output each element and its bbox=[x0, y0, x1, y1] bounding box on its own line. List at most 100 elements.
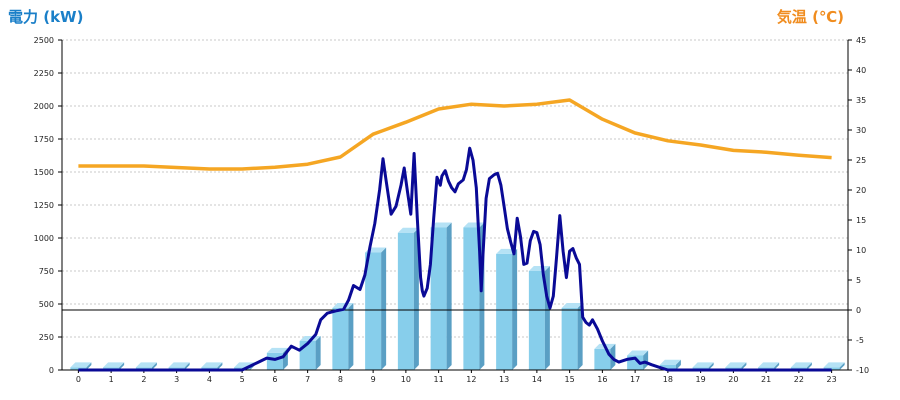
power-bar-side bbox=[119, 362, 125, 370]
power-bar bbox=[70, 362, 92, 370]
power-bar-front bbox=[266, 352, 283, 370]
power-bar-front bbox=[594, 348, 611, 370]
left-tick-label: 250 bbox=[39, 333, 54, 342]
power-bar-side bbox=[741, 362, 747, 370]
power-bar-side bbox=[643, 350, 649, 370]
x-tick-label: 12 bbox=[466, 375, 476, 384]
power-bar-front bbox=[430, 227, 447, 370]
power-bar-front bbox=[528, 271, 545, 370]
power-bar bbox=[299, 335, 321, 370]
power-bar-top bbox=[266, 347, 288, 353]
x-tick-label: 19 bbox=[696, 375, 706, 384]
power-bar bbox=[561, 302, 583, 370]
power-bar-side bbox=[184, 362, 190, 370]
power-bar-top bbox=[823, 362, 845, 368]
right-tick-label: 25 bbox=[856, 156, 866, 165]
power-bar-top bbox=[397, 227, 419, 233]
power-bar-side bbox=[348, 302, 354, 370]
left-tick-label: 0 bbox=[49, 366, 54, 375]
power-bar-front bbox=[332, 307, 349, 370]
power-bar-top bbox=[299, 335, 321, 341]
power-bar-side bbox=[86, 362, 92, 370]
power-bar-top bbox=[135, 362, 157, 368]
right-y-axis: -10 -5 0 5 10 15 20 25 30 35 40 45 bbox=[847, 36, 869, 375]
power-bar-side bbox=[806, 362, 812, 370]
power-bar bbox=[528, 266, 550, 370]
power-bar-side bbox=[577, 302, 583, 370]
right-tick-label: -5 bbox=[856, 336, 864, 345]
left-tick-label: 1750 bbox=[34, 135, 54, 144]
power-bar-top bbox=[528, 266, 550, 271]
x-tick-label: 13 bbox=[499, 375, 509, 384]
power-bar-front bbox=[70, 367, 87, 370]
power-bar-top bbox=[692, 362, 714, 368]
right-tick-label: 30 bbox=[856, 126, 866, 135]
right-tick-label: 20 bbox=[856, 186, 866, 195]
power-bar-side bbox=[774, 362, 780, 370]
power-bar bbox=[659, 359, 681, 370]
power-bar-front bbox=[561, 307, 578, 370]
temperature-line bbox=[78, 98, 832, 171]
power-bar-top bbox=[201, 362, 223, 368]
left-tick-label: 1250 bbox=[34, 201, 54, 210]
x-tick-label: 8 bbox=[338, 375, 343, 384]
power-bar-top bbox=[332, 302, 354, 308]
power-bar bbox=[332, 302, 354, 370]
temperature-axis-title: 気温 (℃) bbox=[776, 8, 844, 26]
x-tick-label: 18 bbox=[663, 375, 673, 384]
x-tick-label: 7 bbox=[305, 375, 310, 384]
power-bar-top bbox=[103, 362, 125, 368]
left-tick-label: 1500 bbox=[34, 168, 54, 177]
left-tick-label: 1000 bbox=[34, 234, 54, 243]
x-tick-label: 11 bbox=[434, 375, 444, 384]
power-bar-side bbox=[512, 248, 518, 370]
power-bar-side bbox=[381, 247, 387, 370]
x-tick-label: 14 bbox=[532, 375, 542, 384]
x-tick-label: 10 bbox=[401, 375, 411, 384]
right-tick-label: 0 bbox=[856, 306, 861, 315]
power-bar-side bbox=[839, 362, 845, 370]
power-bar-side bbox=[413, 227, 419, 370]
lines bbox=[62, 98, 848, 372]
power-bar-side bbox=[217, 362, 223, 370]
x-tick-label: 16 bbox=[597, 375, 607, 384]
power-bar-front bbox=[463, 227, 480, 370]
power-bar-side bbox=[151, 362, 157, 370]
power-bar-top bbox=[168, 362, 190, 368]
power-bar-side bbox=[708, 362, 714, 370]
power-bar-top bbox=[790, 362, 812, 368]
power-bars bbox=[70, 222, 845, 370]
right-tick-label: 40 bbox=[856, 66, 866, 75]
left-tick-label: 500 bbox=[39, 300, 54, 309]
power-bar-top bbox=[659, 359, 681, 365]
x-tick-label: 15 bbox=[565, 375, 575, 384]
right-tick-label: 15 bbox=[856, 216, 866, 225]
power-bar bbox=[496, 248, 518, 370]
power-bar-top bbox=[627, 350, 649, 356]
power-bar-top bbox=[430, 222, 452, 228]
x-tick-label: 22 bbox=[794, 375, 804, 384]
right-tick-label: 45 bbox=[856, 36, 866, 45]
x-axis: 0 1 2 3 4 5 6 7 8 9 10 11 12 13 14 15 16 17 18 19 20 21 22 23 bbox=[62, 369, 848, 384]
x-tick-label: 21 bbox=[761, 375, 771, 384]
x-tick-label: 3 bbox=[174, 375, 179, 384]
power-bar-front bbox=[397, 232, 414, 370]
power-bar-side bbox=[446, 222, 452, 370]
left-tick-label: 750 bbox=[39, 267, 54, 276]
power-bar-side bbox=[315, 335, 321, 370]
left-tick-label: 2500 bbox=[34, 36, 54, 45]
x-tick-label: 1 bbox=[109, 375, 114, 384]
x-tick-label: 9 bbox=[371, 375, 376, 384]
right-tick-label: -10 bbox=[856, 366, 869, 375]
power-bar-front bbox=[659, 364, 676, 370]
power-bar-top bbox=[561, 302, 583, 308]
power-bar bbox=[365, 247, 387, 370]
x-tick-label: 5 bbox=[240, 375, 245, 384]
power-bar-front bbox=[365, 252, 382, 370]
power-bar bbox=[823, 362, 845, 370]
power-bar-top bbox=[725, 362, 747, 368]
x-tick-label: 23 bbox=[827, 375, 837, 384]
x-tick-label: 0 bbox=[76, 375, 81, 384]
x-tick-label: 6 bbox=[272, 375, 277, 384]
